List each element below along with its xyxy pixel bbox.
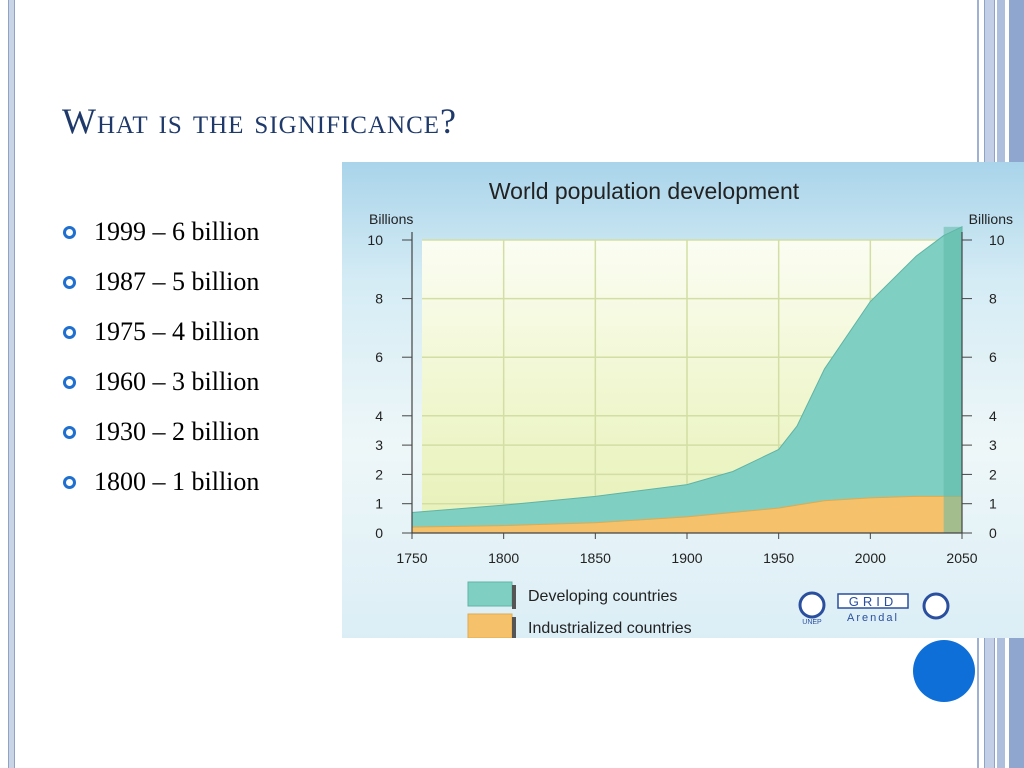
x-tick-label: 2000 [855, 550, 886, 566]
bullet-text: 1999 – 6 billion [94, 217, 260, 246]
legend-swatch-developing [467, 581, 513, 607]
y-tick-label-left: 8 [375, 291, 383, 307]
y-tick-label-right: 4 [989, 408, 997, 424]
x-tick-label: 1800 [488, 550, 519, 566]
y-tick-label-right: 2 [989, 466, 997, 482]
unep-logo-text: UNEP [802, 619, 822, 626]
unep-logo-icon [798, 591, 826, 619]
bullet-circle-icon [63, 476, 76, 489]
y-tick-label-right: 8 [989, 291, 997, 307]
un-logo-icon [922, 592, 950, 620]
partner-logos: UNEP GRID Arendal [798, 591, 950, 626]
bullet-text: 1960 – 3 billion [94, 367, 260, 396]
projection-band [943, 226, 962, 533]
bullet-text: 1930 – 2 billion [94, 417, 260, 446]
bullet-item: 1999 – 6 billion [62, 212, 259, 262]
x-tick-label: 1900 [671, 550, 702, 566]
x-tick-label: 1950 [763, 550, 794, 566]
y-tick-label-right: 1 [989, 496, 997, 512]
y-tick-label-left: 3 [375, 437, 383, 453]
bullet-circle-icon [63, 376, 76, 389]
y-tick-label-left: 2 [375, 466, 383, 482]
slide-frame-left [8, 0, 15, 768]
arendal-logo-text: Arendal [847, 612, 899, 624]
bullet-circle-icon [63, 426, 76, 439]
bullet-list: 1999 – 6 billion 1987 – 5 billion 1975 –… [62, 212, 259, 512]
legend-label-industrialized: Industrialized countries [528, 620, 692, 637]
legend-swatch-industrialized [467, 613, 513, 638]
chart-title: World population development [489, 178, 800, 204]
x-tick-label: 2050 [946, 550, 977, 566]
population-chart: 1750 1800 1850 1900 1950 2000 2050 0 1 2 3 4 6 8 10 0 1 2… [342, 162, 1024, 638]
y-tick-label-right: 0 [989, 525, 997, 541]
bullet-text: 1800 – 1 billion [94, 467, 260, 496]
y-tick-label-left: 10 [367, 232, 383, 248]
legend: Developing countries Industrialized coun… [467, 581, 692, 638]
bullet-circle-icon [63, 326, 76, 339]
bullet-item: 1960 – 3 billion [62, 362, 259, 412]
y-tick-label-left: 6 [375, 349, 383, 365]
grid-logo-text: GRID [849, 594, 898, 609]
y-tick-label-left: 0 [375, 525, 383, 541]
bullet-item: 1987 – 5 billion [62, 262, 259, 312]
bullet-circle-icon [63, 276, 76, 289]
y-tick-label-right: 10 [989, 232, 1005, 248]
y-axis-label-right: Billions [969, 211, 1013, 227]
grid-logo-box [837, 593, 909, 609]
bullet-circle-icon [63, 226, 76, 239]
legend-label-developing: Developing countries [528, 588, 677, 605]
bullet-text: 1975 – 4 billion [94, 317, 260, 346]
chart-axes: 1750 1800 1850 1900 1950 2000 2050 0 1 2 3 4 6 8 10 0 1 2… [367, 232, 1005, 566]
y-tick-label-left: 1 [375, 496, 383, 512]
accent-circle [913, 640, 975, 702]
bullet-item: 1800 – 1 billion [62, 462, 259, 512]
slide-title: What is the significance? [62, 101, 458, 141]
y-axis-label-left: Billions [369, 211, 413, 227]
bullet-text: 1987 – 5 billion [94, 267, 260, 296]
x-tick-label: 1850 [580, 550, 611, 566]
y-tick-label-right: 3 [989, 437, 997, 453]
x-tick-label: 1750 [396, 550, 427, 566]
bullet-item: 1930 – 2 billion [62, 412, 259, 462]
y-tick-label-right: 6 [989, 349, 997, 365]
bullet-item: 1975 – 4 billion [62, 312, 259, 362]
y-tick-label-left: 4 [375, 408, 383, 424]
